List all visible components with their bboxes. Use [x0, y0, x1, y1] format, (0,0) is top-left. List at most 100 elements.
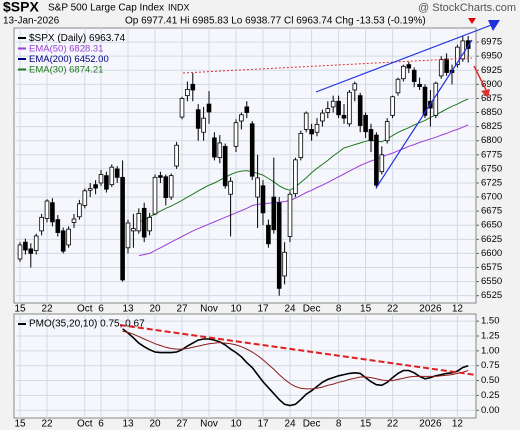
candle-body [406, 64, 412, 69]
candle-body [147, 216, 152, 232]
legend-name: EMA(200) [29, 54, 72, 65]
candle-body [293, 159, 298, 195]
candle-body [109, 166, 115, 186]
y-tick-label: 6950 [481, 51, 502, 62]
x-tick-label: 8 [336, 304, 342, 315]
y-tick-label: 6850 [481, 107, 502, 118]
candle-body [422, 86, 428, 116]
x-tick-label: 24 [284, 304, 296, 315]
series-line [122, 328, 469, 407]
candle-body [228, 180, 233, 195]
candle-body [303, 112, 309, 130]
candle-body [336, 100, 341, 116]
x-tick-label: 20 [149, 304, 161, 315]
x-tick-label: 27 [176, 419, 188, 430]
candle-body [206, 103, 212, 113]
candle-body [276, 202, 282, 289]
security-name: S&P 500 Large Cap Index [48, 3, 164, 14]
candle-body [352, 83, 358, 91]
x-tick-label: 15 [360, 304, 372, 315]
legend-name: EMA(50) [29, 43, 66, 54]
source: @ StockCharts.com [418, 2, 516, 14]
candle-body [438, 59, 444, 77]
mark-layer: 6525 6550 6575 6600 6625 6650 6675 6700 6725 6750… [14, 35, 502, 430]
legend-label: $SPX (Daily) 6963.74 [29, 33, 126, 44]
candle-body [444, 58, 449, 73]
candle-body [433, 82, 439, 116]
x-tick-label: 17 [257, 419, 269, 430]
x-tick-label: Nov [200, 304, 218, 315]
candle-body [60, 230, 66, 252]
x-tick-label: 22 [387, 419, 399, 430]
candle-body [23, 241, 28, 251]
candle-body [460, 40, 466, 60]
series-line [138, 98, 469, 223]
x-tick-label: Oct [77, 419, 93, 430]
candle-body [325, 108, 331, 113]
legend-label: EMA(30) 6874.21 [29, 64, 103, 75]
down-arrow-head [481, 89, 490, 98]
trend-arrow [488, 20, 500, 31]
candle-body [201, 117, 206, 133]
legend-value: 6452.00 [74, 54, 108, 65]
candle-body [244, 106, 250, 113]
pmo-trend-line [119, 324, 477, 376]
candle-body [28, 248, 34, 254]
y-tick-label: 1.25 [481, 331, 500, 342]
series-line [122, 330, 469, 390]
candle-body [66, 228, 71, 246]
candle-body [379, 154, 385, 173]
candle-body [71, 218, 77, 223]
x-tick-label: 6 [98, 304, 104, 315]
candle-body [357, 95, 363, 126]
legend-value: 6828.31 [69, 43, 103, 54]
x-tick-label: 12 [452, 304, 464, 315]
x-tick-label: 10 [230, 419, 242, 430]
candle-body [282, 251, 287, 277]
candle-body [179, 98, 185, 118]
candle-body [87, 188, 93, 191]
symbol: $SPX [3, 0, 39, 15]
x-tick-label: 8 [336, 419, 342, 430]
y-tick-label: 6700 [481, 192, 502, 203]
x-tick-label: 2026 [419, 304, 442, 315]
candle-body [131, 228, 136, 232]
y-tick-label: 6600 [481, 248, 502, 259]
candle-body [77, 203, 82, 218]
x-tick-label: 13 [122, 304, 134, 315]
legend-name: $SPX (Daily) [29, 33, 86, 44]
x-tick-label: 22 [41, 304, 53, 315]
candle-body [125, 222, 131, 249]
candle-body [341, 114, 347, 119]
y-tick-label: 1.50 [481, 316, 500, 327]
legend-label: PMO(35,20,10) 0.75, 0.67 [29, 319, 145, 330]
candle-body [212, 137, 217, 158]
x-tick-label: Nov [200, 419, 218, 430]
candle-body [158, 175, 163, 178]
x-tick-label: 13 [122, 419, 134, 430]
marker [468, 18, 476, 24]
x-tick-label: 27 [176, 304, 188, 315]
x-tick-label: 20 [149, 419, 161, 430]
y-tick-label: 6575 [481, 262, 502, 273]
y-tick-label: 0.50 [481, 375, 500, 386]
candle-body [271, 196, 277, 231]
x-tick-label: Dec [303, 419, 321, 430]
candle-body [217, 142, 223, 159]
candle-body [374, 134, 379, 186]
candle-body [190, 83, 196, 91]
series-line [138, 124, 469, 257]
candle-body [260, 185, 266, 214]
candle-body [239, 114, 244, 122]
candle-body [163, 176, 169, 199]
y-tick-label: 6725 [481, 177, 502, 188]
y-tick-label: 6625 [481, 234, 502, 245]
legend-value: 6874.21 [69, 64, 103, 75]
candle-body [141, 207, 147, 238]
candle-body [401, 65, 406, 80]
candle-body [39, 216, 44, 232]
candle-body [174, 144, 179, 167]
y-tick-label: 6775 [481, 149, 502, 160]
